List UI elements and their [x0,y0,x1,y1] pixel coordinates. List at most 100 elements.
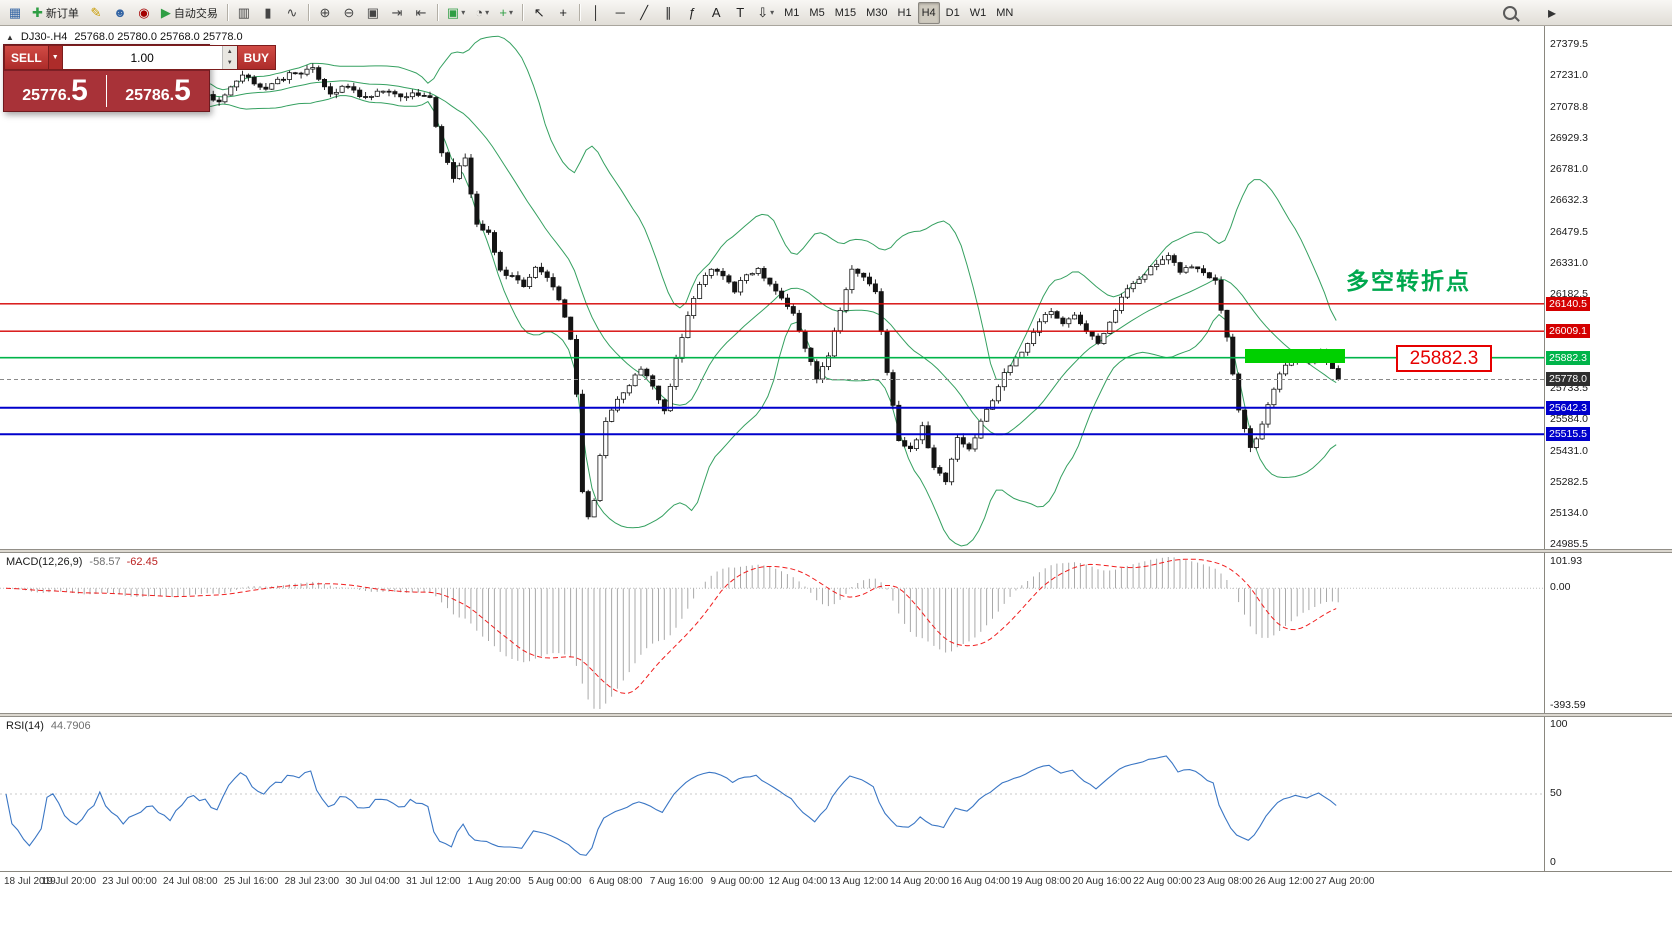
sell-price[interactable]: 25776. 5 [4,76,106,106]
trendline-icon[interactable]: ╱ [633,2,655,24]
price-callout-box[interactable]: 25882.3 [1396,345,1492,372]
macd-scale-tick: 101.93 [1550,555,1583,567]
metaeditor-icon-glyph: ✎ [90,5,102,20]
price-tick: 26331.0 [1550,256,1588,269]
rsi-chart[interactable] [0,717,1544,871]
bar-chart-icon[interactable]: ▥ [233,2,255,24]
market-icon[interactable]: ◉ [133,2,155,24]
channel-icon[interactable]: ∥ [657,2,679,24]
arrows-menu[interactable]: ⇩ ▾ [753,2,778,24]
label-icon[interactable]: T [729,2,751,24]
time-axis-label: 23 Aug 08:00 [1193,876,1253,887]
price-tick: 27078.8 [1550,100,1588,113]
volume-increase-button[interactable]: ▲ [222,46,237,58]
channel-icon-glyph: ∥ [664,5,672,20]
volume-input[interactable] [62,46,222,69]
timeframe-m5[interactable]: M5 [805,2,828,24]
chart-window-icon[interactable]: ▦ [4,2,26,24]
new-order-button-glyph: ✚ [32,5,43,20]
price-tick: 26781.0 [1550,163,1588,175]
dropdown-caret-icon: ▾ [770,8,775,17]
rsi-scale-tick: 100 [1550,718,1568,730]
macd-panel[interactable]: MACD(12,26,9) -58.57 -62.45 101.93 0.00 -393… [0,553,1672,713]
price-chart-panel[interactable]: ▲ DJ30-.H4 25768.0 25780.0 25768.0 25778… [0,26,1672,550]
timeframe-h1[interactable]: H1 [894,2,916,24]
auto-scroll-icon[interactable]: ⇥ [386,2,408,24]
time-axis-label: 7 Aug 16:00 [649,876,704,887]
toolbar-expand-icon[interactable]: ▸ [1547,5,1557,22]
chevron-down-icon: ▼ [51,54,59,61]
time-axis-label: 5 Aug 00:00 [528,876,582,887]
zoom-in-icon[interactable]: ⊕ [314,2,336,24]
label-icon-glyph: T [736,5,745,20]
bar-chart-icon-glyph: ▥ [237,5,251,20]
chart-annotation-text[interactable]: 多空转折点 [1346,268,1471,294]
time-axis-label: 27 Aug 20:00 [1315,876,1375,887]
price-scale[interactable]: 27379.5 27231.0 27078.8 26929.3 26781.0 26632… [1544,26,1672,550]
timeframe-m1[interactable]: M1 [780,2,803,24]
toolbar-buttons: ▦ ✚ 新订单 ✎ ☻ ◉ ▶ 自动交易 ▥ ▮ ∿ ⊕ ⊖ ▣ ⇥ ⇤ ▣ ▾ ◔ ▾ + ▾ ↖ + │ ─ ╱ ∥ ƒ A T ⇩ ▾ [3,2,779,24]
autotrading-button-label: 自动交易 [173,7,218,20]
fibonacci-icon[interactable]: ƒ [681,2,703,24]
toolbar-separator [522,4,524,21]
one-click-trade-panel: SELL ▼ ▲ ▼ BUY 25776. 5 25786 [3,44,277,112]
horizontal-line-icon[interactable]: ─ [609,2,631,24]
rsi-scale[interactable]: 100 50 0 [1544,717,1672,871]
time-axis[interactable]: 18 Jul 2019 19 Jul 20:00 23 Jul 00:00 24 Ju… [0,871,1672,894]
panel-separator[interactable] [0,549,1672,553]
time-axis-label: 9 Aug 00:00 [710,876,764,887]
buy-price[interactable]: 25786. 5 [107,76,209,106]
time-axis-label: 13 Aug 12:00 [829,876,889,887]
one-click-panel-toggle-icon[interactable]: ▲ [6,32,14,42]
cursor-icon-glyph: ↖ [533,5,545,20]
level-price-tag: 26140.5 [1546,296,1590,311]
crosshair-icon[interactable]: + [552,2,574,24]
zoom-out-icon[interactable]: ⊖ [338,2,360,24]
text-icon-glyph: A [711,5,721,20]
profile-icon[interactable]: ☻ [109,2,131,24]
search-icon[interactable] [1495,1,1525,25]
timeframe-d1[interactable]: D1 [942,2,964,24]
macd-chart[interactable] [0,553,1544,713]
volume-decrease-button[interactable]: ▼ [222,57,237,69]
price-tick: 27231.0 [1550,69,1588,81]
toolbar-right: ▸ [1494,0,1568,26]
vertical-line-icon[interactable]: │ [585,2,607,24]
chart-shift-icon[interactable]: ⇤ [410,2,432,24]
periods-menu[interactable]: ◔ ▾ [471,2,493,24]
indicators-menu[interactable]: + ▾ [495,2,517,24]
line-chart-icon[interactable]: ∿ [281,2,303,24]
ohlc-values: 25768.0 25780.0 25768.0 25778.0 [74,31,243,43]
time-axis-label: 16 Aug 04:00 [950,876,1010,887]
text-icon[interactable]: A [705,2,727,24]
cursor-icon[interactable]: ↖ [528,2,550,24]
timeframe-mn[interactable]: MN [992,2,1017,24]
timeframe-m15[interactable]: M15 [831,2,860,24]
candlestick-chart-icon[interactable]: ▮ [257,2,279,24]
buy-button[interactable]: BUY [236,45,277,70]
symbol-name: DJ30-.H4 [20,31,68,43]
timeframe-h4[interactable]: H4 [917,1,940,24]
metaeditor-icon[interactable]: ✎ [85,2,107,24]
magnifier-glyph [1503,6,1517,20]
timeframe-m30[interactable]: M30 [862,2,891,24]
time-axis-label: 6 Aug 08:00 [588,876,643,887]
market-icon-glyph: ◉ [138,5,150,20]
candlestick-chart[interactable] [0,26,1544,549]
order-options-dropdown[interactable]: ▼ [48,45,63,70]
profile-icon-glyph: ☻ [113,5,127,20]
autotrading-button[interactable]: ▶ 自动交易 [157,2,222,24]
rsi-panel[interactable]: RSI(14) 44.7906 100 50 0 [0,717,1672,871]
timeframe-w1[interactable]: W1 [966,2,991,24]
macd-scale[interactable]: 101.93 0.00 -393.59 [1544,553,1672,713]
tile-windows-icon[interactable]: ▣ [362,2,384,24]
time-axis-label: 24 Jul 08:00 [163,876,218,887]
new-order-button[interactable]: ✚ 新订单 [28,2,83,24]
panel-separator[interactable] [0,713,1672,717]
rsi-name: RSI(14) [6,720,44,732]
time-axis-label: 26 Aug 12:00 [1254,876,1314,887]
new-window-menu[interactable]: ▣ ▾ [443,2,469,24]
macd-name: MACD(12,26,9) [6,556,83,568]
sell-button[interactable]: SELL [4,45,49,70]
time-axis-label: 25 Jul 16:00 [223,876,279,887]
